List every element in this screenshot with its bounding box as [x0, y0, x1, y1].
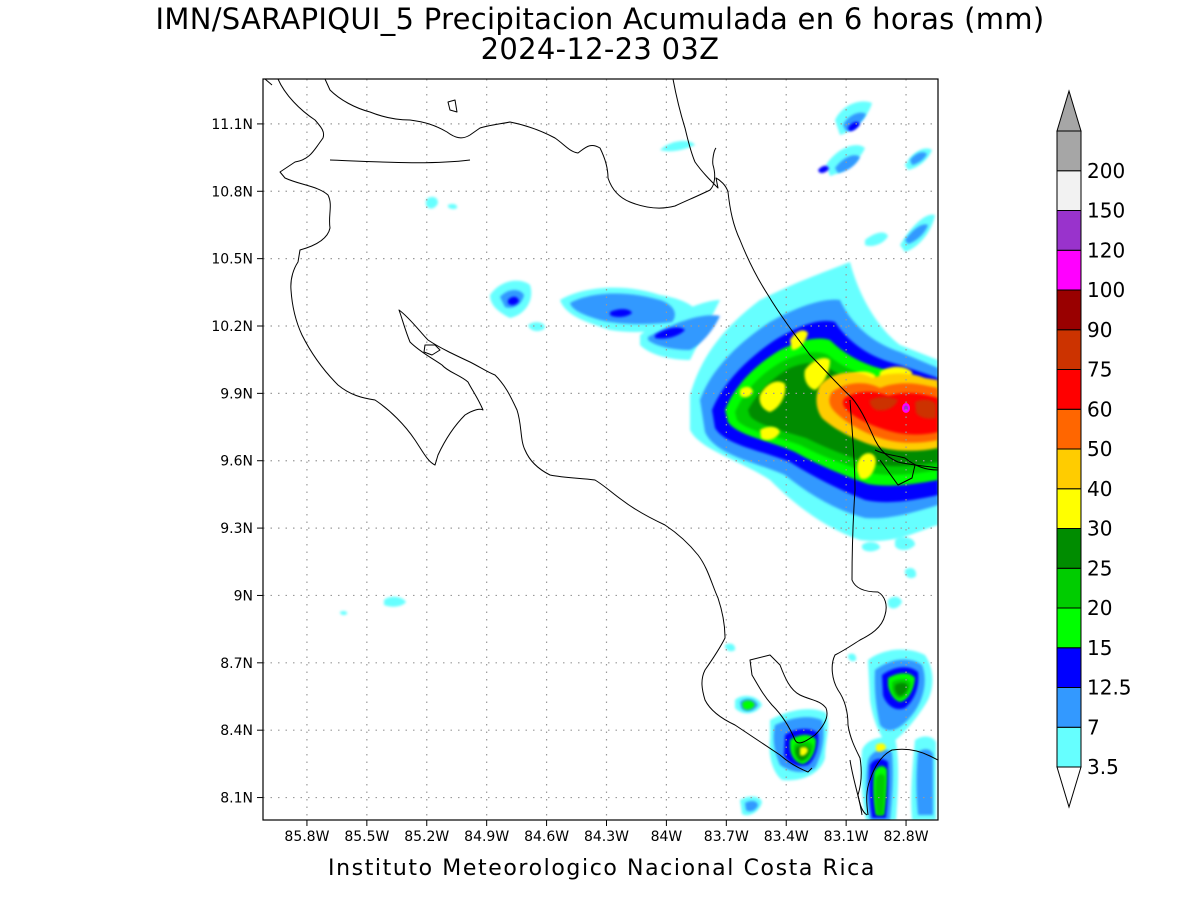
colorbar-label: 15 — [1087, 636, 1112, 660]
colorbar-label: 200 — [1087, 159, 1125, 183]
colorbar-legend: 3.5 7 12.5 15 20 25 30 40 50 60 75 90 100 120 150 200 — [1056, 89, 1132, 809]
colorbar-swatch — [1056, 687, 1082, 728]
lon-tick-label: 83.1W — [824, 829, 869, 845]
lon-tick-label: 84.9W — [464, 829, 509, 845]
lat-tick-label: 8.1N — [220, 791, 253, 807]
footer-credit: Instituto Meteorologico Nacional Costa R… — [328, 856, 876, 881]
colorbar-swatch — [1056, 567, 1082, 609]
colorbar-swatch — [1056, 647, 1082, 688]
colorbar-swatch — [1056, 488, 1082, 529]
lat-tick-label: 9.3N — [220, 521, 253, 537]
colorbar-label: 20 — [1087, 596, 1112, 620]
colorbar-swatch — [1056, 289, 1082, 331]
colorbar-label: 50 — [1087, 437, 1112, 461]
colorbar-over-triangle — [1056, 89, 1082, 132]
lon-tick-label: 82.8W — [884, 829, 929, 845]
chart-date: 2024-12-23 03Z — [480, 32, 720, 66]
precip-level-75 — [869, 397, 936, 419]
colorbar-label: 75 — [1087, 358, 1112, 382]
lon-tick-label: 84W — [651, 829, 683, 845]
colorbar-label: 150 — [1087, 199, 1125, 223]
lon-tick-label: 84.3W — [584, 829, 629, 845]
lat-tick-label: 8.4N — [220, 723, 253, 739]
lon-tick-label: 83.4W — [764, 829, 809, 845]
colorbar-label: 90 — [1087, 318, 1112, 342]
plot-frame — [262, 78, 939, 821]
lat-tick-label: 10.2N — [211, 319, 253, 335]
lat-tick-label: 10.8N — [211, 184, 253, 200]
lon-tick-label: 85.5W — [344, 829, 389, 845]
colorbar-swatch — [1056, 528, 1082, 569]
colorbar-label: 12.5 — [1087, 676, 1132, 700]
colorbar-swatch — [1056, 448, 1082, 490]
colorbar-label: 3.5 — [1087, 755, 1119, 779]
colorbar-label: 7 — [1087, 715, 1100, 739]
colorbar-swatch — [1056, 249, 1082, 291]
colorbar-swatch — [1056, 369, 1082, 410]
colorbar-swatch — [1056, 210, 1082, 251]
colorbar-swatch — [1056, 726, 1082, 768]
colorbar-label: 30 — [1087, 517, 1112, 541]
map-axes: 85.8W 85.5W 85.2W 84.9W 84.6W 84.3W 84W 83.7W 83… — [211, 117, 928, 845]
colorbar-under-triangle — [1056, 766, 1082, 809]
colorbar-swatch — [1056, 170, 1082, 211]
coastlines — [264, 79, 938, 816]
colorbar-label: 60 — [1087, 397, 1112, 421]
colorbar-swatch — [1056, 130, 1082, 172]
colorbar-swatch — [1056, 329, 1082, 370]
lon-tick-label: 84.6W — [524, 829, 569, 845]
precip-field — [340, 101, 938, 820]
lon-tick-label: 85.2W — [404, 829, 449, 845]
lon-tick-label: 83.7W — [704, 829, 749, 845]
lat-tick-label: 10.5N — [211, 252, 253, 268]
precip-level-120 — [904, 405, 908, 411]
precip-level-60 — [842, 391, 938, 435]
map-grid — [263, 79, 938, 820]
lat-tick-label: 9.9N — [220, 386, 253, 402]
colorbar-swatch — [1056, 607, 1082, 649]
lat-tick-label: 9N — [234, 588, 253, 604]
lat-tick-label: 11.1N — [211, 117, 253, 133]
colorbar-swatch — [1056, 408, 1082, 450]
lat-tick-label: 9.6N — [220, 454, 253, 470]
colorbar-label: 40 — [1087, 477, 1112, 501]
colorbar-label: 120 — [1087, 238, 1125, 262]
lat-tick-label: 8.7N — [220, 656, 253, 672]
chart-title: IMN/SARAPIQUI_5 Precipitacion Acumulada … — [155, 2, 1045, 36]
colorbar-label: 25 — [1087, 556, 1112, 580]
colorbar-label: 100 — [1087, 278, 1125, 302]
lon-tick-label: 85.8W — [284, 829, 329, 845]
